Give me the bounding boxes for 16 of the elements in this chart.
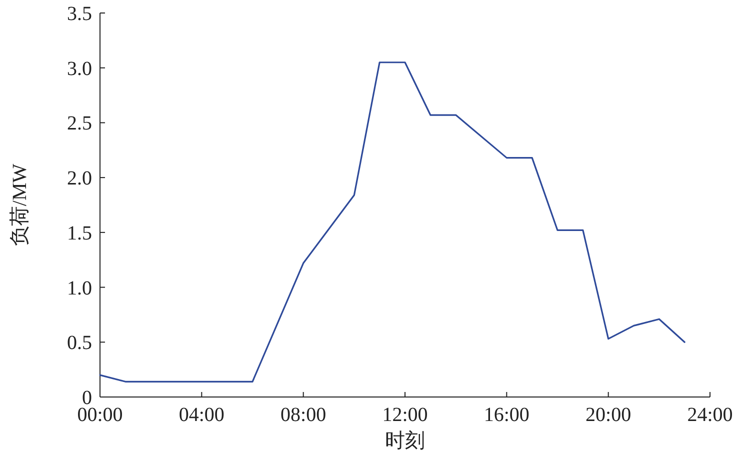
y-axis-title: 负荷/MW	[9, 164, 31, 246]
x-tick-label: 20:00	[586, 404, 632, 426]
y-tick-label: 1.5	[67, 222, 92, 244]
y-tick-label: 3.0	[67, 58, 92, 80]
y-tick-label: 3.5	[67, 3, 92, 25]
y-tick-label: 2.5	[67, 112, 92, 135]
x-tick-label: 24:00	[687, 404, 733, 426]
line-series	[99, 62, 686, 382]
y-tick-label: 0.5	[67, 332, 92, 354]
x-tick-label: 12:00	[382, 404, 428, 426]
x-axis-title: 时刻	[385, 430, 425, 452]
x-tick-label: 16:00	[484, 404, 530, 426]
x-tick-label: 04:00	[178, 404, 224, 426]
x-tick-label: 08:00	[280, 404, 326, 426]
y-tick-label: 2.0	[67, 168, 92, 190]
y-tick-label: 1.0	[67, 277, 92, 300]
